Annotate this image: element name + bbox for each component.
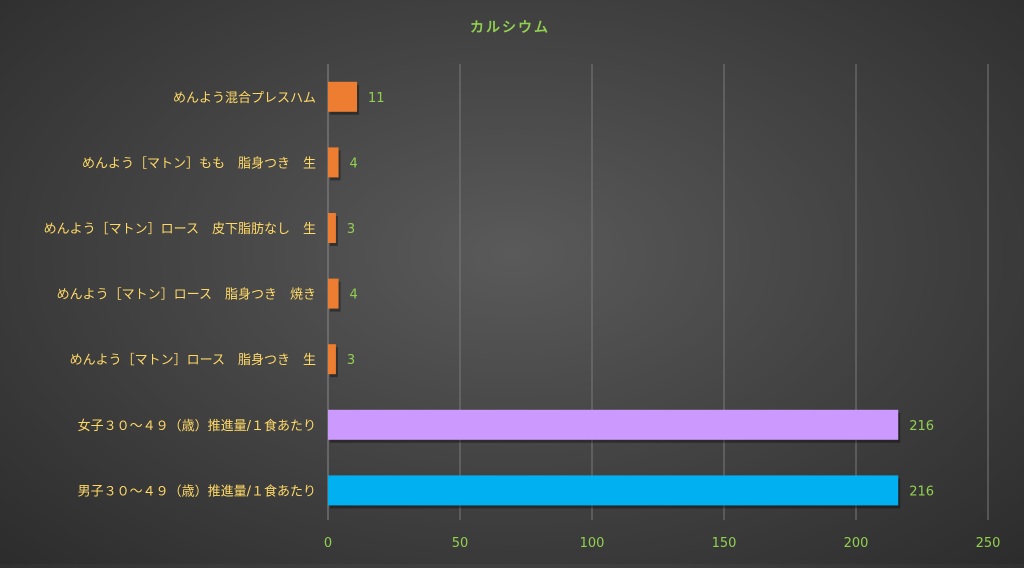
bar [328, 475, 899, 506]
value-label: 216 [909, 484, 934, 499]
bar [328, 278, 339, 309]
bars [328, 81, 901, 509]
bar [328, 409, 899, 440]
category-label: めんよう混合プレスハム [173, 91, 316, 106]
x-tick-label: 0 [324, 536, 332, 551]
value-label: 216 [909, 419, 934, 434]
x-tick-label: 100 [580, 536, 605, 551]
gridlines [327, 64, 989, 520]
category-label: めんよう［マトン］ロース 皮下脂肪なし 生 [44, 221, 316, 237]
labels: 0 50 100 150 200 250 めんよう混合プレスハム 11 めんよう［マトン］もも … [44, 91, 1001, 551]
value-label: 3 [347, 222, 355, 237]
bar [328, 213, 336, 243]
value-label: 11 [368, 91, 385, 106]
category-label: めんよう［マトン］ロース 脂身つき 焼き [57, 287, 316, 303]
value-label: 4 [350, 156, 358, 171]
bar [328, 344, 336, 375]
x-tick-label: 150 [712, 536, 737, 551]
value-label: 3 [347, 353, 355, 368]
category-label: めんよう［マトン］もも 脂身つき 生 [82, 155, 316, 171]
bar [328, 147, 339, 178]
x-tick-label: 50 [452, 536, 469, 551]
category-label: 男子３０～４９（歳）推進量/１食あたり [78, 483, 316, 499]
category-label: めんよう［マトン］ロース 脂身つき 生 [70, 352, 316, 368]
x-tick-label: 200 [844, 536, 869, 551]
bar [328, 81, 358, 112]
x-tick-label: 250 [976, 536, 1001, 551]
category-label: 女子３０～４９（歳）推進量/１食あたり [78, 418, 316, 434]
value-label: 4 [350, 288, 358, 303]
chart-title: カルシウム [470, 20, 550, 36]
